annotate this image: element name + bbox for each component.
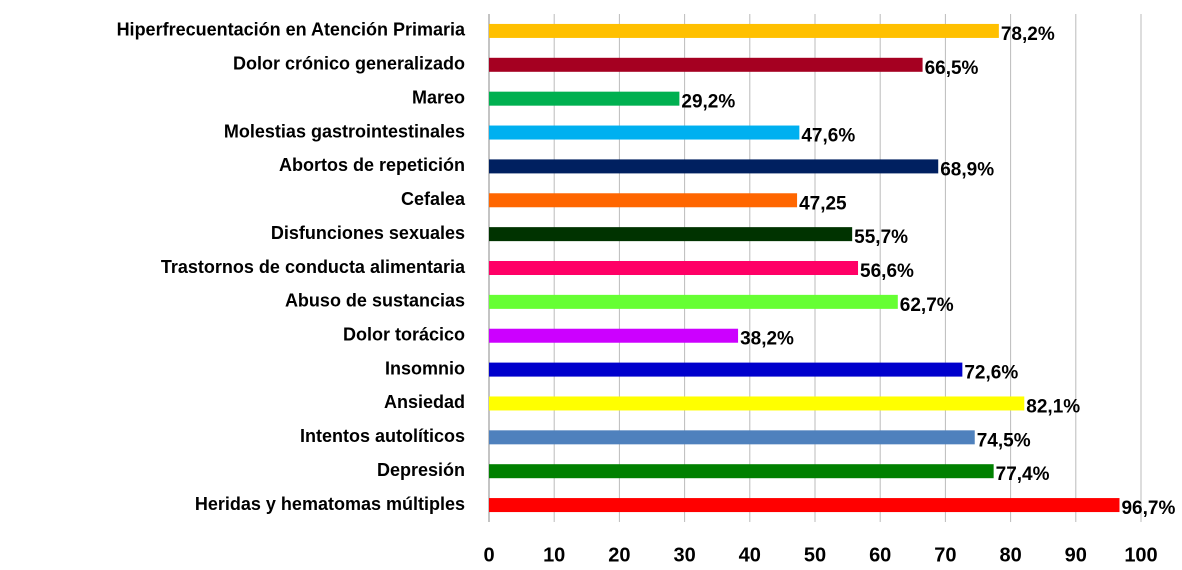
data-label: 55,7%: [854, 227, 908, 248]
x-tick-label: 80: [999, 544, 1021, 566]
data-label: 74,5%: [977, 430, 1031, 451]
data-label: 56,6%: [860, 261, 914, 282]
bar: [489, 23, 999, 38]
x-tick-label: 10: [543, 544, 565, 566]
bar: [489, 362, 963, 377]
bar: [489, 125, 800, 140]
x-tick-label: 70: [934, 544, 956, 566]
y-tick-label: Hiperfrecuentación en Atención Primaria: [117, 20, 466, 40]
y-tick-label: Cefalea: [401, 189, 466, 209]
data-label: 62,7%: [900, 295, 954, 316]
bar: [489, 498, 1120, 513]
x-tick-label: 30: [673, 544, 695, 566]
data-label: 47,25: [799, 193, 847, 214]
bar: [489, 464, 994, 479]
bar: [489, 430, 975, 445]
bar: [489, 294, 898, 309]
y-tick-label: Mareo: [412, 87, 465, 107]
y-tick-label: Abortos de repetición: [279, 155, 465, 175]
x-tick-label: 50: [804, 544, 826, 566]
bar: [489, 193, 798, 208]
data-label: 72,6%: [964, 363, 1018, 384]
data-label: 78,2%: [1001, 24, 1055, 45]
bar: [489, 91, 680, 106]
x-tick-label: 90: [1065, 544, 1087, 566]
y-tick-label: Ansiedad: [384, 392, 465, 412]
bar: [489, 261, 859, 275]
bar: [489, 396, 1025, 411]
y-tick-label: Dolor crónico generalizado: [233, 54, 465, 74]
data-label: 47,6%: [801, 126, 855, 147]
data-label: 77,4%: [996, 464, 1050, 485]
x-tick-label: 60: [869, 544, 891, 566]
data-label: 66,5%: [925, 58, 979, 79]
y-tick-label: Disfunciones sexuales: [271, 223, 465, 243]
y-tick-label: Insomnio: [385, 358, 465, 378]
bar: [489, 57, 923, 72]
data-label: 82,1%: [1026, 396, 1080, 417]
data-label: 96,7%: [1121, 498, 1175, 519]
y-tick-label: Molestias gastrointestinales: [224, 121, 465, 141]
y-tick-label: Trastornos de conducta alimentaria: [161, 257, 466, 277]
bar: [489, 328, 739, 343]
x-tick-label: 40: [739, 544, 761, 566]
x-tick-label: 100: [1124, 544, 1157, 566]
x-tick-label: 0: [483, 544, 494, 566]
bar: [489, 159, 939, 174]
y-tick-label: Heridas y hematomas múltiples: [195, 494, 465, 514]
data-label: 29,2%: [681, 92, 735, 113]
y-tick-label: Dolor torácico: [343, 324, 465, 344]
y-tick-label: Depresión: [377, 460, 465, 480]
y-tick-label: Intentos autolíticos: [300, 426, 465, 446]
data-label: 68,9%: [940, 159, 994, 180]
data-label: 38,2%: [740, 329, 794, 350]
y-tick-label: Abuso de sustancias: [285, 291, 465, 311]
bar: [489, 227, 853, 242]
x-tick-label: 20: [608, 544, 630, 566]
